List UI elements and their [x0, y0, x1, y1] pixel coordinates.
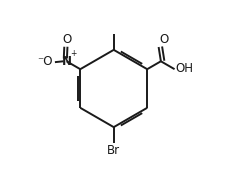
- Text: OH: OH: [175, 62, 193, 75]
- Text: O: O: [159, 33, 169, 46]
- Text: ⁻O: ⁻O: [37, 55, 53, 68]
- Text: Br: Br: [107, 144, 120, 157]
- Text: O: O: [62, 33, 71, 46]
- Text: +: +: [70, 49, 77, 58]
- Text: N: N: [62, 55, 72, 68]
